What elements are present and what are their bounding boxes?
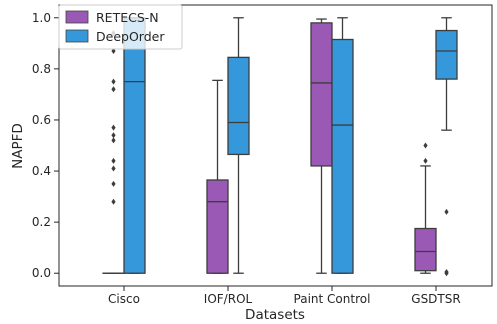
y-axis: 0.0 0.2 0.4 0.6 0.8 1.0 — [32, 11, 59, 280]
outlier-point-retecs-n — [111, 180, 116, 187]
box-deeporder — [227, 56, 250, 156]
outlier-point-retecs-n — [423, 157, 428, 164]
y-tick-label: 0.0 — [32, 266, 51, 280]
x-axis: Cisco IOF/ROL Paint Control GSDTSR — [108, 286, 461, 306]
y-tick-label: 0.8 — [32, 62, 51, 76]
legend-box — [58, 4, 183, 50]
box-retecs-n — [414, 227, 437, 272]
outlier-point-retecs-n — [111, 198, 116, 205]
outlier-point-retecs-n — [111, 157, 116, 164]
box-deeporder — [435, 29, 458, 80]
y-tick-label: 1.0 — [32, 11, 51, 25]
y-tick-label: 0.2 — [32, 215, 51, 229]
legend-label-retecs-n: RETECS-N — [96, 10, 159, 25]
legend-swatch-retecs-n — [65, 10, 89, 24]
outlier-point-retecs-n — [111, 86, 116, 93]
legend-swatch-deeporder — [65, 29, 89, 43]
x-tick-label: Cisco — [108, 292, 140, 306]
outlier-point-retecs-n — [111, 165, 116, 172]
y-tick-label: 0.4 — [32, 164, 51, 178]
legend: RETECS-N DeepOrder — [58, 4, 183, 50]
outlier-point-retecs-n — [111, 47, 116, 54]
outlier-point-retecs-n — [111, 78, 116, 85]
legend-label-deeporder: DeepOrder — [96, 29, 165, 44]
box-retecs-n — [310, 22, 333, 167]
box-deeporder — [331, 38, 354, 274]
box-deeporder — [123, 17, 146, 274]
boxes-layer — [102, 17, 458, 277]
box-retecs-n — [206, 179, 229, 274]
outlier-point-deeporder — [444, 268, 449, 275]
y-axis-label: NAPFD — [10, 123, 26, 169]
x-axis-label: Datasets — [245, 307, 305, 323]
x-tick-label: IOF/ROL — [204, 292, 253, 306]
outlier-point-retecs-n — [111, 132, 116, 139]
x-tick-label: Paint Control — [294, 292, 371, 306]
outlier-point-deeporder — [444, 208, 449, 215]
outlier-point-retecs-n — [111, 124, 116, 131]
outlier-point-retecs-n — [423, 142, 428, 149]
outlier-point-retecs-n — [111, 137, 116, 144]
x-tick-label: GSDTSR — [411, 292, 460, 306]
y-tick-label: 0.6 — [32, 113, 51, 127]
